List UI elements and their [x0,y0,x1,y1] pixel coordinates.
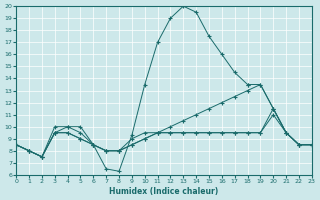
X-axis label: Humidex (Indice chaleur): Humidex (Indice chaleur) [109,187,219,196]
